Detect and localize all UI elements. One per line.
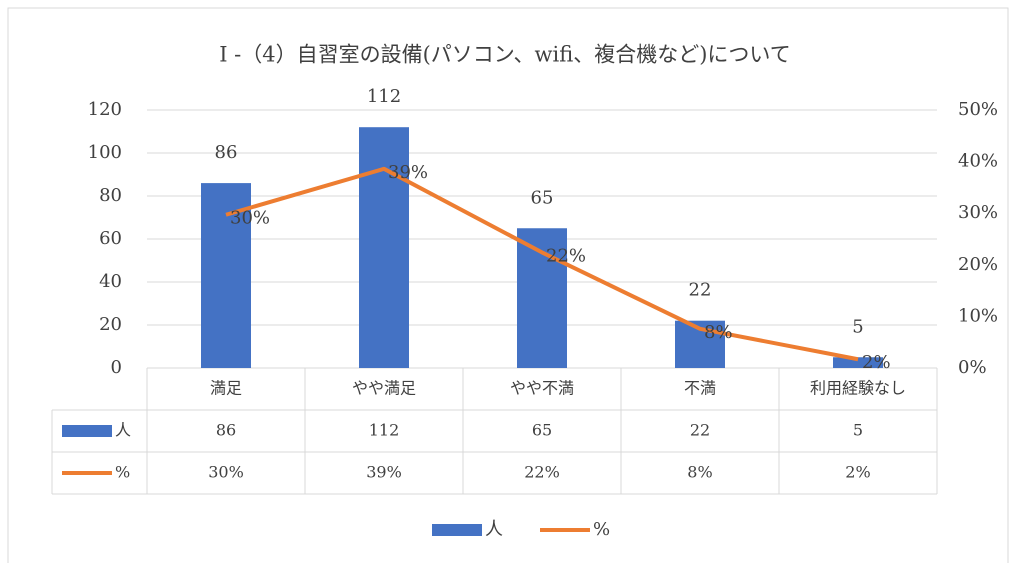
data-label: 112	[367, 86, 401, 107]
y2-tick-label: 10%	[958, 305, 998, 326]
category-label: 利用経験なし	[810, 379, 906, 398]
y2-tick-label: 0%	[958, 357, 987, 378]
legend-key	[62, 425, 112, 437]
table-cell: 22%	[524, 463, 560, 482]
category-label: 満足	[210, 379, 242, 398]
y2-tick-label: 20%	[958, 254, 998, 275]
table-cell: 86	[216, 421, 236, 440]
category-label: やや不満	[510, 379, 574, 398]
table-cell: 112	[369, 421, 400, 440]
table-cell: 30%	[208, 463, 244, 482]
chart-frame	[7, 7, 1009, 563]
y-tick-label: 100	[88, 142, 122, 163]
data-label: 8%	[704, 322, 733, 343]
legend-label: 人	[485, 519, 503, 540]
y-tick-label: 0	[111, 357, 122, 378]
data-label: 22%	[546, 245, 586, 266]
table-cell: 2%	[845, 463, 870, 482]
category-label: やや満足	[352, 379, 416, 398]
y2-tick-label: 40%	[958, 151, 998, 172]
data-label: 86	[215, 142, 238, 163]
y-tick-label: 40	[99, 271, 122, 292]
table-cell: 39%	[366, 463, 402, 482]
legend-key	[432, 524, 482, 536]
table-row-header: 人	[115, 421, 131, 440]
y-tick-label: 120	[88, 99, 122, 120]
y-tick-label: 60	[99, 228, 122, 249]
table-cell: 8%	[687, 463, 712, 482]
table-cell: 22	[690, 421, 710, 440]
data-label: 5	[852, 316, 863, 337]
table-row-header: %	[115, 463, 130, 482]
y2-tick-label: 30%	[958, 202, 998, 223]
data-label: 65	[531, 187, 554, 208]
table-cell: 65	[532, 421, 552, 440]
bar	[833, 357, 883, 368]
data-label: 22	[689, 280, 712, 301]
data-label: 2%	[862, 352, 891, 373]
y-tick-label: 20	[99, 314, 122, 335]
data-label: 30%	[230, 208, 270, 229]
chart-title: I -（4）自習室の設備(パソコン、wifi、複合機など)について	[219, 43, 791, 67]
y2-tick-label: 50%	[958, 99, 998, 120]
y-tick-label: 80	[99, 185, 122, 206]
line	[225, 166, 859, 362]
table-cell: 5	[853, 421, 863, 440]
legend-label: %	[593, 519, 610, 540]
data-label: 39%	[388, 162, 428, 183]
category-label: 不満	[684, 379, 716, 398]
